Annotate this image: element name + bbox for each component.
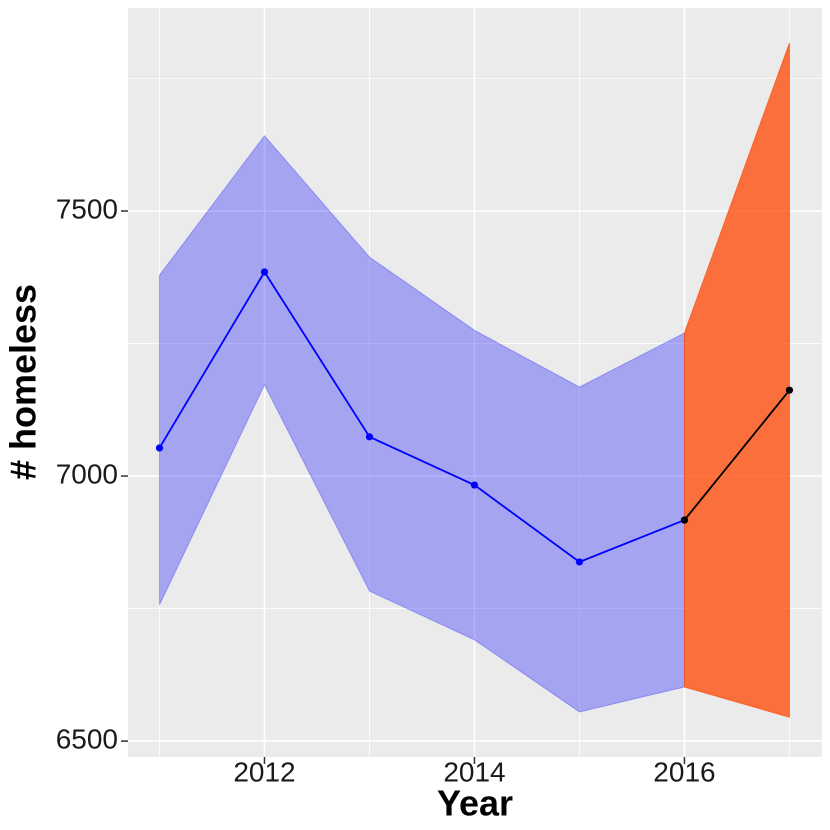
confidence-band xyxy=(683,42,790,718)
x-tick-label: 2012 xyxy=(233,756,295,787)
x-tick-label: 2014 xyxy=(443,756,505,787)
point xyxy=(575,558,584,566)
y-tick-label: 7500 xyxy=(56,193,118,224)
point xyxy=(155,444,164,452)
point xyxy=(785,386,794,394)
y-axis-title: # homeless xyxy=(3,284,44,480)
x-tick-label: 2016 xyxy=(653,756,715,787)
line xyxy=(683,389,791,521)
point xyxy=(470,481,479,489)
point xyxy=(260,268,269,276)
point xyxy=(365,433,374,441)
line xyxy=(158,270,685,563)
y-tick-label: 7000 xyxy=(56,458,118,489)
y-tick-label: 6500 xyxy=(56,723,118,754)
x-axis-title: Year xyxy=(437,783,513,824)
point xyxy=(680,516,689,524)
